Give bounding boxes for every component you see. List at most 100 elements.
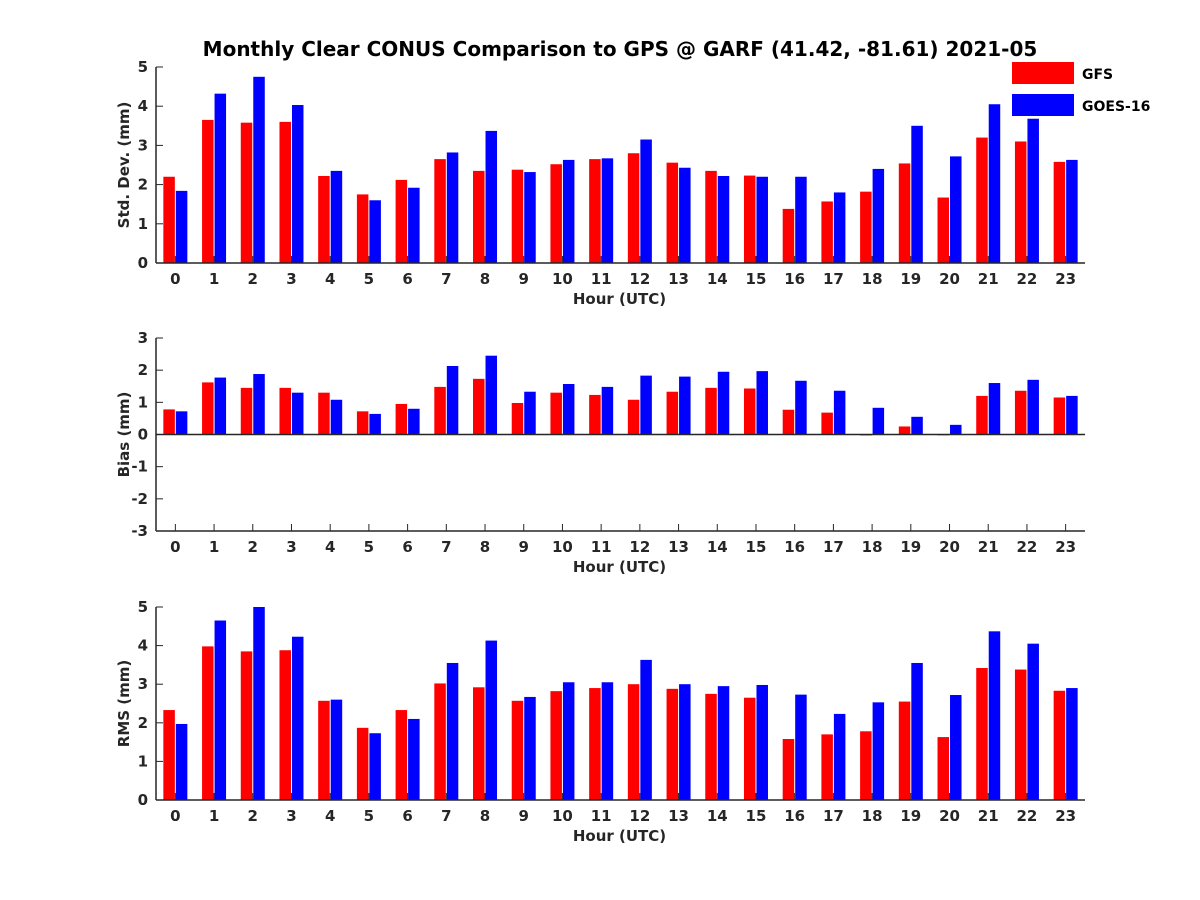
bar-bias-goes16-18: [872, 407, 885, 435]
legend-swatch-goes16: [1012, 94, 1074, 116]
bar-bias-gfs-12: [627, 399, 640, 435]
bar-rms-gfs-4: [318, 700, 330, 800]
y-tick-label-bias-2: -1: [131, 458, 148, 476]
bar-rms-goes16-15: [756, 684, 768, 800]
bar-std-goes16-3: [291, 105, 304, 264]
bar-std-gfs-12: [627, 153, 640, 263]
bar-rms-goes16-19: [911, 662, 923, 800]
bar-bias-gfs-1: [202, 382, 214, 435]
bar-bias-goes16-14: [717, 371, 730, 435]
y-axis-label-std: Std. Dev. (mm): [115, 102, 133, 229]
bar-rms-gfs-20: [937, 737, 950, 800]
bar-bias-gfs-17: [821, 412, 833, 435]
y-tick-label-rms-5: 5: [138, 598, 148, 616]
bar-rms-gfs-10: [550, 691, 562, 800]
x-tick-label-bias-23: 23: [1055, 538, 1076, 556]
x-tick-label-bias-18: 18: [862, 538, 883, 556]
y-tick-label-std-0: 0: [138, 254, 148, 272]
bar-std-gfs-14: [705, 170, 717, 263]
bar-std-goes16-9: [524, 172, 536, 263]
x-tick-label-rms-23: 23: [1055, 807, 1076, 825]
x-axis-label-bias: Hour (UTC): [573, 558, 666, 576]
x-tick-label-bias-5: 5: [364, 538, 374, 556]
y-tick-label-rms-3: 3: [138, 675, 148, 693]
x-tick-label-rms-12: 12: [629, 807, 650, 825]
bar-std-goes16-4: [330, 170, 343, 263]
bar-bias-gfs-19: [898, 426, 911, 435]
bar-std-goes16-17: [833, 192, 846, 263]
x-tick-label-bias-19: 19: [900, 538, 921, 556]
x-tick-label-std-7: 7: [441, 270, 451, 288]
bar-rms-gfs-1: [202, 646, 214, 800]
bar-std-goes16-16: [795, 176, 807, 263]
bar-rms-goes16-4: [330, 699, 343, 800]
x-tick-label-rms-17: 17: [823, 807, 844, 825]
x-tick-label-std-3: 3: [286, 270, 296, 288]
x-tick-label-bias-22: 22: [1017, 538, 1038, 556]
bar-std-gfs-11: [589, 159, 601, 263]
bar-bias-goes16-22: [1027, 379, 1039, 435]
x-tick-label-std-13: 13: [668, 270, 689, 288]
bar-std-gfs-16: [782, 208, 795, 263]
bar-std-gfs-19: [898, 163, 911, 263]
bar-std-gfs-22: [1014, 141, 1027, 263]
y-tick-label-bias-0: -3: [131, 522, 148, 540]
y-tick-label-rms-2: 2: [138, 714, 148, 732]
bar-rms-gfs-23: [1053, 690, 1066, 800]
y-tick-label-rms-0: 0: [138, 791, 148, 809]
bar-rms-gfs-5: [356, 727, 369, 800]
x-tick-label-rms-5: 5: [364, 807, 374, 825]
x-tick-label-std-16: 16: [784, 270, 805, 288]
bar-bias-gfs-22: [1014, 390, 1027, 435]
y-tick-label-bias-4: 1: [138, 393, 148, 411]
bar-rms-goes16-14: [717, 686, 730, 800]
bar-rms-gfs-9: [511, 700, 524, 800]
bar-std-gfs-15: [743, 175, 756, 263]
bar-std-goes16-23: [1066, 159, 1078, 263]
bar-rms-gfs-17: [821, 734, 833, 800]
bar-bias-goes16-15: [756, 371, 768, 435]
bar-bias-goes16-7: [446, 365, 459, 435]
x-tick-label-std-0: 0: [170, 270, 180, 288]
bar-std-gfs-6: [395, 179, 408, 263]
bar-bias-gfs-8: [473, 378, 485, 435]
bar-std-gfs-9: [511, 169, 524, 263]
x-tick-label-rms-10: 10: [552, 807, 573, 825]
bar-bias-gfs-14: [705, 387, 717, 435]
x-tick-label-bias-11: 11: [591, 538, 612, 556]
legend-swatch-gfs: [1012, 62, 1074, 84]
bar-std-goes16-13: [679, 167, 691, 263]
bar-bias-goes16-3: [291, 392, 304, 435]
bar-rms-gfs-16: [782, 739, 795, 800]
x-tick-label-bias-4: 4: [325, 538, 335, 556]
bar-bias-gfs-3: [279, 387, 291, 435]
bar-std-gfs-23: [1053, 161, 1066, 263]
x-tick-label-rms-0: 0: [170, 807, 180, 825]
bar-rms-goes16-20: [950, 695, 962, 800]
y-tick-label-bias-3: 0: [138, 426, 148, 444]
x-tick-label-rms-8: 8: [480, 807, 490, 825]
bar-bias-goes16-12: [640, 375, 652, 435]
bar-rms-goes16-23: [1066, 688, 1078, 800]
bar-rms-goes16-18: [872, 702, 885, 800]
x-tick-label-std-18: 18: [862, 270, 883, 288]
legend-label-goes16: GOES-16: [1082, 99, 1150, 115]
figure-title: Monthly Clear CONUS Comparison to GPS @ …: [203, 37, 1038, 61]
y-axis-label-bias: Bias (mm): [115, 392, 133, 478]
x-tick-label-bias-6: 6: [402, 538, 412, 556]
y-axis-label-rms: RMS (mm): [115, 660, 133, 747]
x-tick-label-rms-6: 6: [402, 807, 412, 825]
bar-std-goes16-21: [988, 104, 1001, 264]
x-tick-label-rms-1: 1: [209, 807, 219, 825]
bar-rms-gfs-0: [163, 710, 175, 800]
bar-bias-goes16-16: [795, 380, 807, 435]
x-tick-label-std-15: 15: [746, 270, 767, 288]
y-tick-label-bias-1: -2: [131, 490, 148, 508]
bar-std-gfs-8: [473, 170, 485, 263]
bar-std-gfs-4: [318, 175, 330, 263]
x-tick-label-rms-18: 18: [862, 807, 883, 825]
